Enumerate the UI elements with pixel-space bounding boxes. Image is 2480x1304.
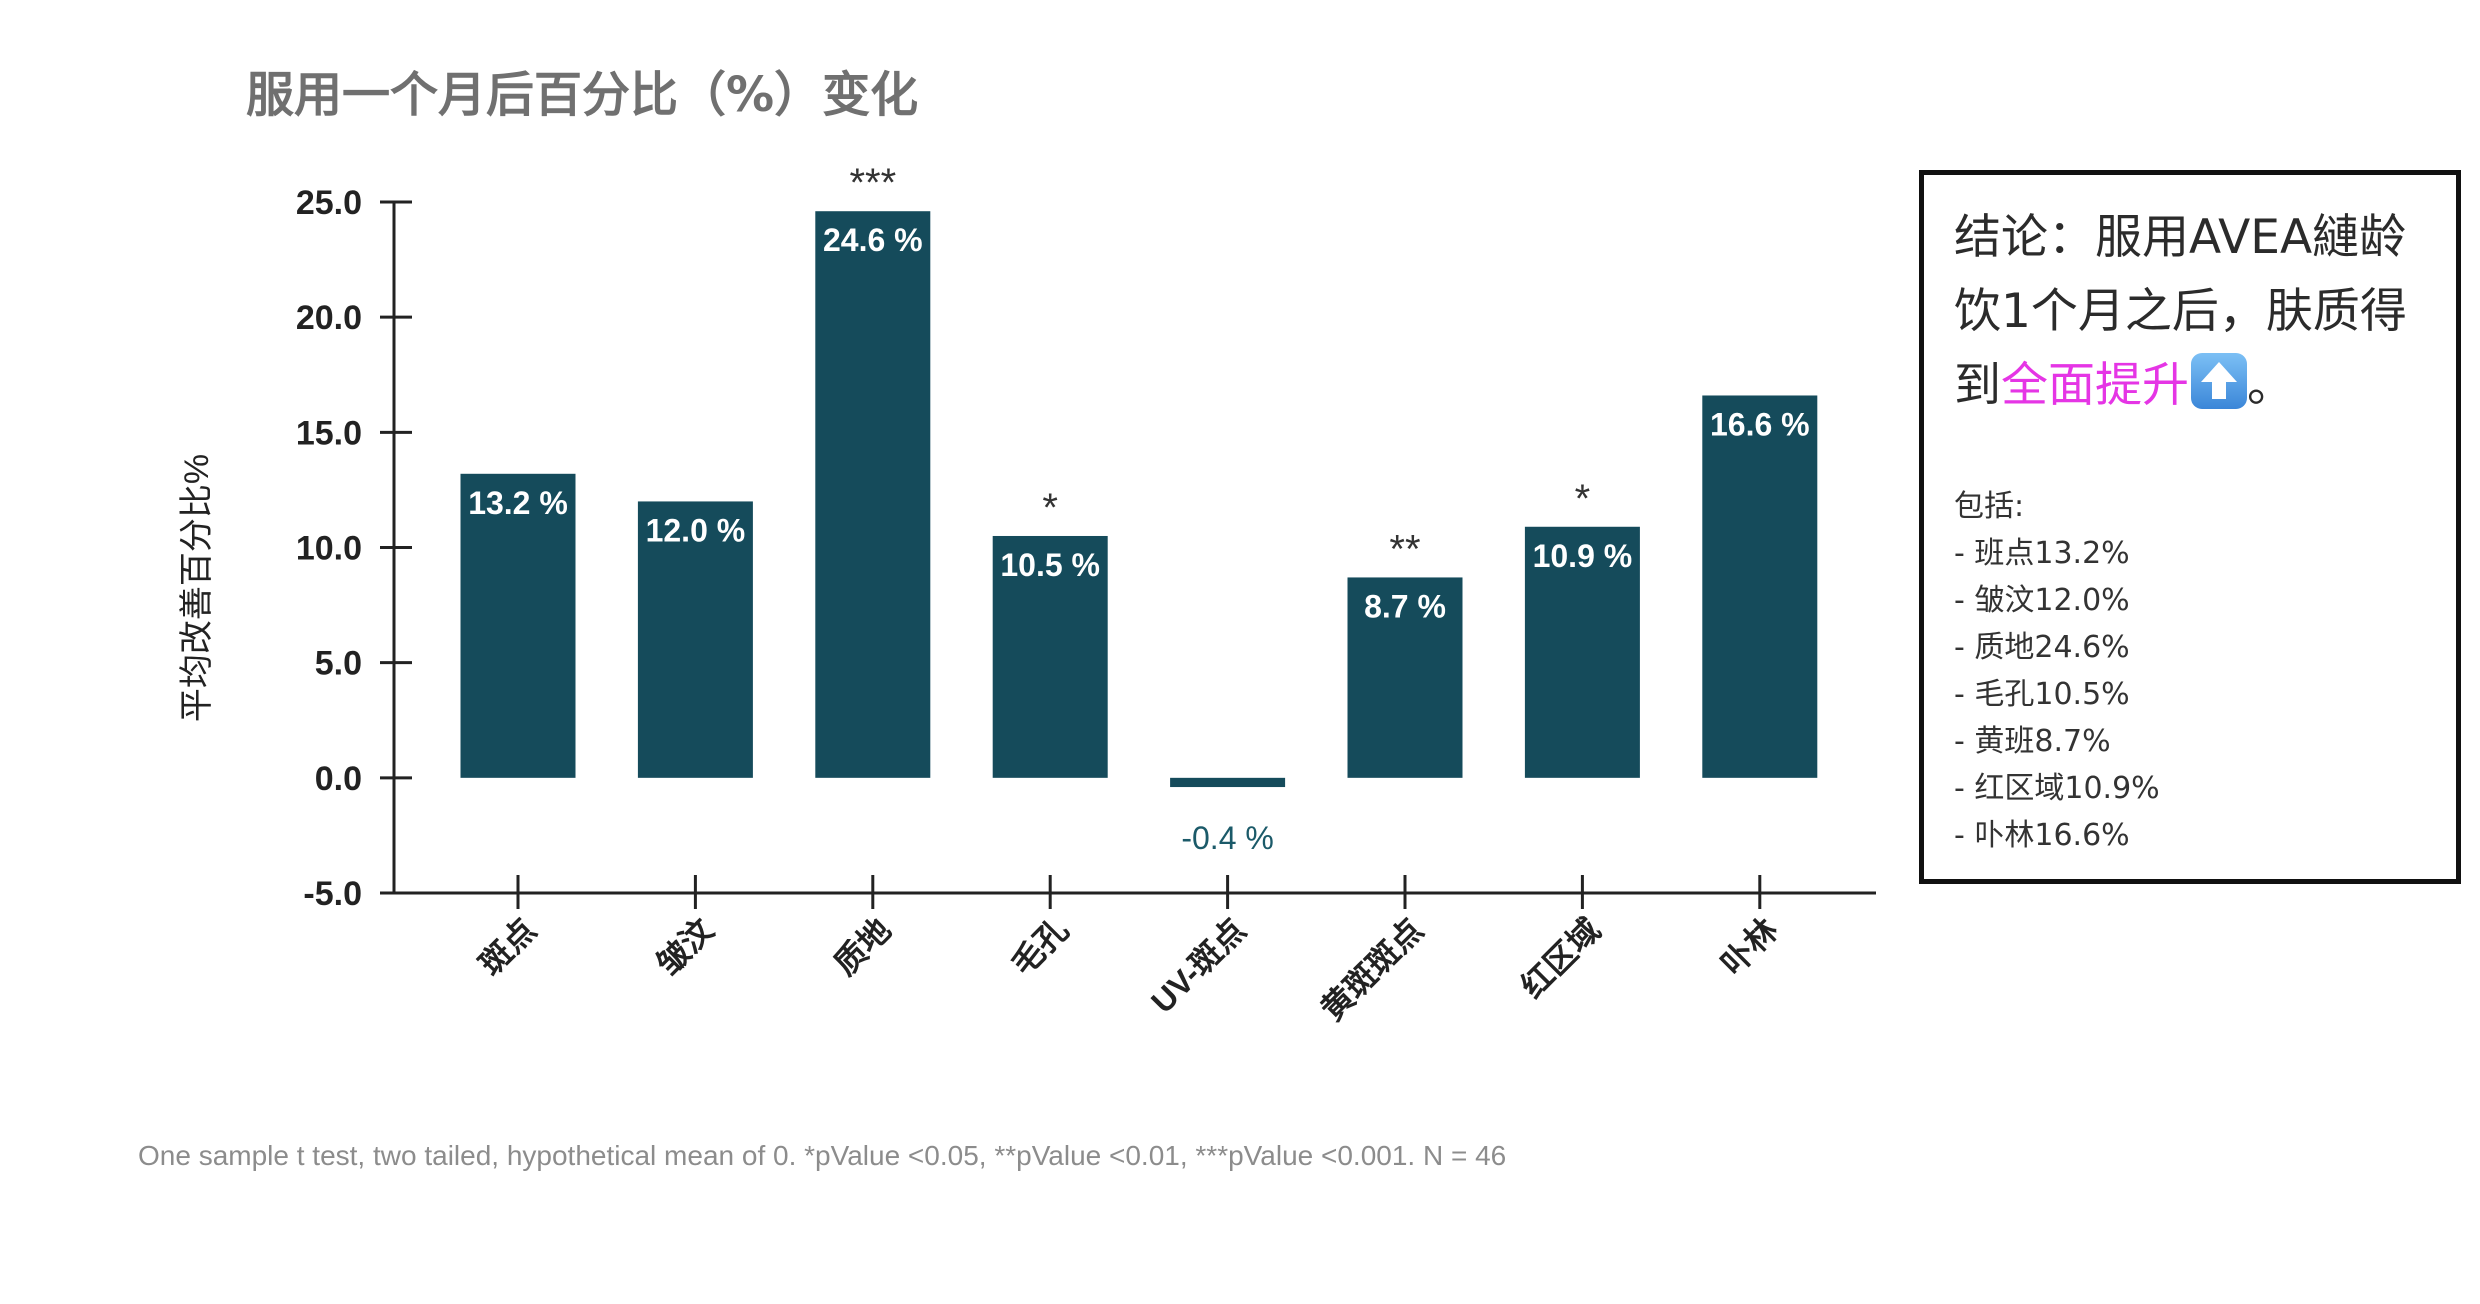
bar-6 (1524, 526, 1640, 778)
bar-2 (815, 211, 931, 778)
includes-item: - 黄班8.7% (1954, 724, 2111, 759)
x-tick-label: 卟林 (1714, 911, 1785, 982)
y-tick-label: 10.0 (296, 530, 362, 568)
footnote: One sample t test, two tailed, hypotheti… (138, 1140, 1507, 1171)
conclusion-line-1: 结论：服用AVEA縺龄 (1954, 210, 2407, 265)
conclusion-box: 结论：服用AVEA縺龄 饮1个月之后，肤质得 到全面提升 。 包括: - 班点13… (1919, 170, 2461, 884)
conclusion-highlight: 全面提升 (2001, 358, 2189, 413)
includes-title: 包括: (1954, 489, 2025, 524)
bar-4 (1170, 777, 1286, 788)
includes-item: - 班点13.2% (1954, 536, 2130, 571)
y-tick-label: 5.0 (315, 645, 362, 683)
includes-item: - 质地24.6% (1954, 630, 2130, 665)
includes-item: - 皱汶12.0% (1954, 583, 2130, 618)
bar-value-label: 10.5 % (1000, 547, 1100, 583)
conclusion-line-2: 饮1个月之后，肤质得 (1954, 284, 2407, 339)
significance-marker: ** (1389, 527, 1420, 571)
significance-marker: * (1042, 486, 1058, 530)
bar-value-label: -0.4 % (1181, 820, 1273, 856)
bar-value-label: 8.7 % (1364, 588, 1446, 624)
includes-item: - 红区域10.9% (1954, 771, 2160, 806)
y-tick-label: 0.0 (315, 760, 362, 798)
y-axis-label: 平均改善百分比% (178, 454, 216, 722)
x-tick-label: 皱汶 (650, 911, 721, 982)
significance-marker: *** (849, 161, 896, 205)
significance-marker: * (1575, 477, 1591, 521)
y-tick-label: -5.0 (303, 875, 362, 913)
y-tick-label: 25.0 (296, 184, 362, 222)
bar-3 (992, 535, 1108, 778)
includes-item: - 毛孔10.5% (1954, 677, 2130, 712)
bar-0 (460, 473, 576, 778)
includes-item: - 卟林16.6% (1954, 818, 2130, 853)
bar-7 (1702, 395, 1818, 778)
x-tick-label: 红区域 (1514, 911, 1607, 1004)
up-arrow-emoji-icon (2191, 353, 2247, 409)
conclusion-suffix: 。 (2247, 358, 2294, 413)
y-tick-label: 20.0 (296, 299, 362, 337)
x-tick-label: 黄斑斑点 (1314, 911, 1430, 1027)
conclusion-line-3: 到全面提升 。 (1954, 349, 2456, 423)
bar-5 (1347, 577, 1463, 778)
chart-title: 服用一个月后百分比（%）变化 (246, 67, 919, 123)
bar-1 (637, 501, 753, 778)
bar-value-label: 16.6 % (1710, 406, 1810, 442)
y-tick-label: 15.0 (296, 414, 362, 452)
x-tick-label: 斑点 (472, 911, 543, 982)
x-tick-label: UV-斑点 (1144, 911, 1252, 1019)
bar-value-label: 10.9 % (1533, 538, 1633, 574)
x-tick-label: 毛孔 (1004, 911, 1075, 982)
conclusion-prefix: 到 (1954, 358, 2001, 413)
bar-value-label: 12.0 % (646, 512, 746, 548)
bar-value-label: 24.6 % (823, 222, 923, 258)
x-tick-label: 质地 (827, 911, 898, 982)
bar-value-label: 13.2 % (468, 485, 568, 521)
